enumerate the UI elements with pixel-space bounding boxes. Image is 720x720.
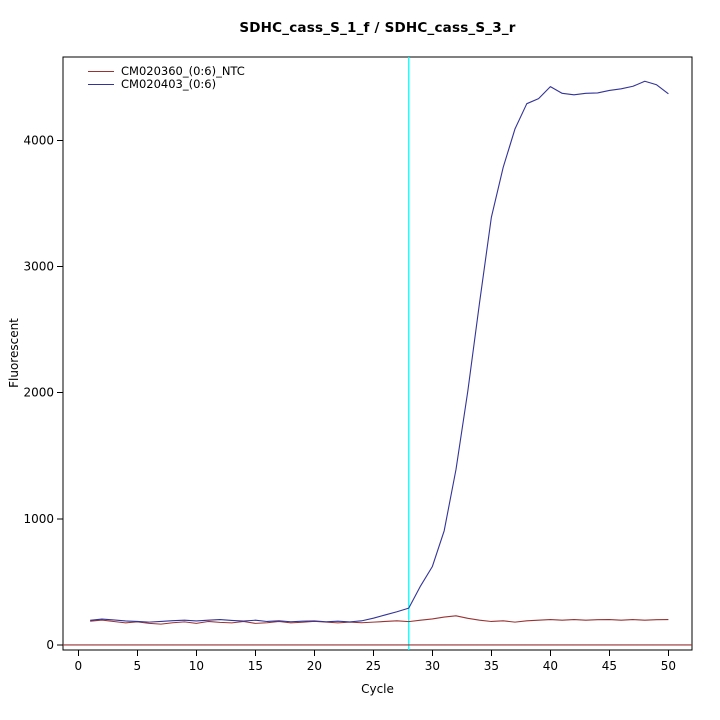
- legend-label-sample: CM020403_(0:6): [121, 77, 217, 91]
- svg-text:30: 30: [425, 659, 440, 673]
- svg-text:0: 0: [75, 659, 83, 673]
- svg-text:5: 5: [134, 659, 142, 673]
- svg-text:4000: 4000: [23, 133, 54, 147]
- svg-text:35: 35: [484, 659, 499, 673]
- chart-title: SDHC_cass_S_1_f / SDHC_cass_S_3_r: [239, 20, 516, 36]
- y-axis-label: Fluorescent: [7, 318, 21, 388]
- legend: CM020360_(0:6)_NTC CM020403_(0:6): [88, 65, 245, 91]
- legend-label-ntc: CM020360_(0:6)_NTC: [121, 64, 245, 78]
- x-axis-label: Cycle: [361, 682, 394, 696]
- svg-text:40: 40: [543, 659, 558, 673]
- svg-text:1000: 1000: [23, 512, 54, 526]
- svg-text:50: 50: [661, 659, 676, 673]
- legend-line-swatch-sample: [88, 84, 114, 85]
- svg-text:45: 45: [602, 659, 617, 673]
- svg-text:3000: 3000: [23, 259, 54, 273]
- svg-text:25: 25: [366, 659, 381, 673]
- svg-text:0: 0: [46, 638, 54, 652]
- svg-text:2000: 2000: [23, 386, 54, 400]
- legend-line-swatch-ntc: [88, 71, 114, 72]
- legend-item: CM020403_(0:6): [88, 78, 245, 91]
- svg-text:10: 10: [189, 659, 204, 673]
- svg-text:20: 20: [307, 659, 322, 673]
- legend-item: CM020360_(0:6)_NTC: [88, 65, 245, 78]
- svg-text:15: 15: [248, 659, 263, 673]
